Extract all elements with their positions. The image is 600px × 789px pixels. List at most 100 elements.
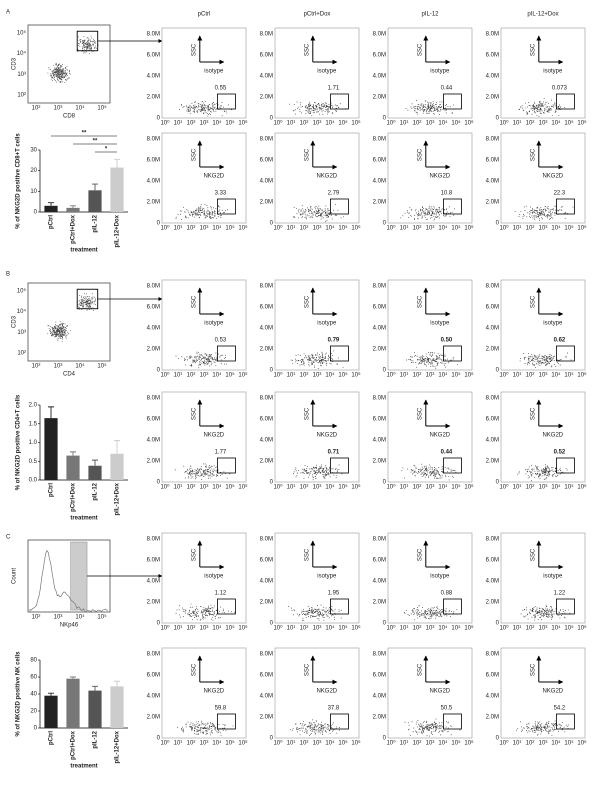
event-dot — [54, 67, 55, 68]
event-dot — [63, 330, 64, 331]
event-dot — [197, 475, 198, 476]
event-dot — [415, 468, 416, 469]
event-dot — [319, 614, 320, 615]
event-dot — [535, 606, 536, 607]
event-dot — [199, 212, 200, 213]
event-dot — [318, 209, 319, 210]
event-dot — [546, 363, 547, 364]
event-dot — [311, 364, 312, 365]
event-dot — [179, 605, 180, 606]
event-dot — [313, 112, 314, 113]
event-dot — [532, 470, 533, 471]
event-dot — [192, 474, 193, 475]
event-dot — [331, 215, 332, 216]
event-dot — [564, 617, 565, 618]
event-dot — [550, 358, 551, 359]
event-dot — [86, 303, 87, 304]
event-dot — [533, 106, 534, 107]
event-dot — [213, 217, 214, 218]
y-tick-label: 6.0M — [147, 158, 160, 164]
event-dot — [201, 469, 202, 470]
x-tick-label: 10⁵ — [338, 740, 348, 747]
event-dot — [331, 615, 332, 616]
event-dot — [420, 209, 421, 210]
event-dot — [51, 79, 52, 80]
event-dot — [430, 362, 431, 363]
event-dot — [322, 354, 323, 355]
x-tick-label: 10⁶ — [351, 484, 361, 491]
event-dot — [553, 356, 554, 357]
event-dot — [190, 727, 191, 728]
event-dot — [555, 213, 556, 214]
event-dot — [314, 468, 315, 469]
event-dot — [539, 209, 540, 210]
event-dot — [541, 612, 542, 613]
event-dot — [537, 467, 538, 468]
event-dot — [448, 468, 449, 469]
event-dot — [229, 473, 230, 474]
event-dot — [332, 219, 333, 220]
event-dot — [206, 611, 207, 612]
event-dot — [441, 106, 442, 107]
event-dot — [55, 324, 56, 325]
y-tick-label: 4.0M — [260, 179, 273, 185]
event-dot — [293, 216, 294, 217]
event-dot — [298, 217, 299, 218]
event-dot — [178, 214, 179, 215]
event-dot — [205, 101, 206, 102]
event-dot — [197, 726, 198, 727]
event-dot — [195, 212, 196, 213]
event-dot — [67, 70, 68, 71]
event-dot — [538, 619, 539, 620]
event-dot — [421, 105, 422, 106]
x-tick-label: 10⁵ — [451, 625, 461, 632]
event-dot — [417, 473, 418, 474]
event-dot — [86, 306, 87, 307]
event-dot — [407, 210, 408, 211]
x-tick-label: 10² — [32, 106, 41, 112]
event-dot — [437, 107, 438, 108]
event-dot — [325, 354, 326, 355]
event-dot — [219, 207, 220, 208]
event-dot — [323, 360, 324, 361]
y-tick-label: 10² — [17, 351, 26, 357]
event-dot — [54, 77, 55, 78]
event-dot — [536, 359, 537, 360]
y-tick-label: 8.0M — [147, 137, 160, 143]
event-dot — [326, 608, 327, 609]
event-dot — [314, 102, 315, 103]
event-dot — [197, 727, 198, 728]
event-dot — [435, 476, 436, 477]
event-dot — [438, 358, 439, 359]
event-dot — [568, 610, 569, 611]
event-dot — [203, 619, 204, 620]
x-tick-label: 10³ — [200, 226, 209, 232]
event-dot — [199, 359, 200, 360]
event-dot — [316, 360, 317, 361]
event-dot — [60, 78, 61, 79]
event-dot — [340, 103, 341, 104]
event-dot — [424, 466, 425, 467]
event-dot — [62, 69, 63, 70]
event-dot — [320, 215, 321, 216]
gate-percentage: 1.77 — [215, 450, 227, 456]
event-dot — [64, 334, 65, 335]
event-dot — [440, 359, 441, 360]
event-dot — [210, 478, 211, 479]
marker-label: isotype — [543, 321, 563, 327]
event-dot — [185, 613, 186, 614]
event-dot — [536, 363, 537, 364]
event-dot — [202, 101, 203, 102]
event-dot — [408, 614, 409, 615]
event-dot — [416, 468, 417, 469]
y-tick-label: 80 — [30, 658, 37, 664]
gate-percentage: 1.12 — [215, 591, 227, 597]
event-dot — [79, 300, 80, 301]
event-dot — [445, 355, 446, 356]
event-dot — [542, 362, 543, 363]
event-dot — [441, 102, 442, 103]
event-dot — [549, 363, 550, 364]
x-tick-label: 10⁰ — [386, 625, 396, 632]
event-dot — [308, 364, 309, 365]
event-dot — [200, 620, 201, 621]
